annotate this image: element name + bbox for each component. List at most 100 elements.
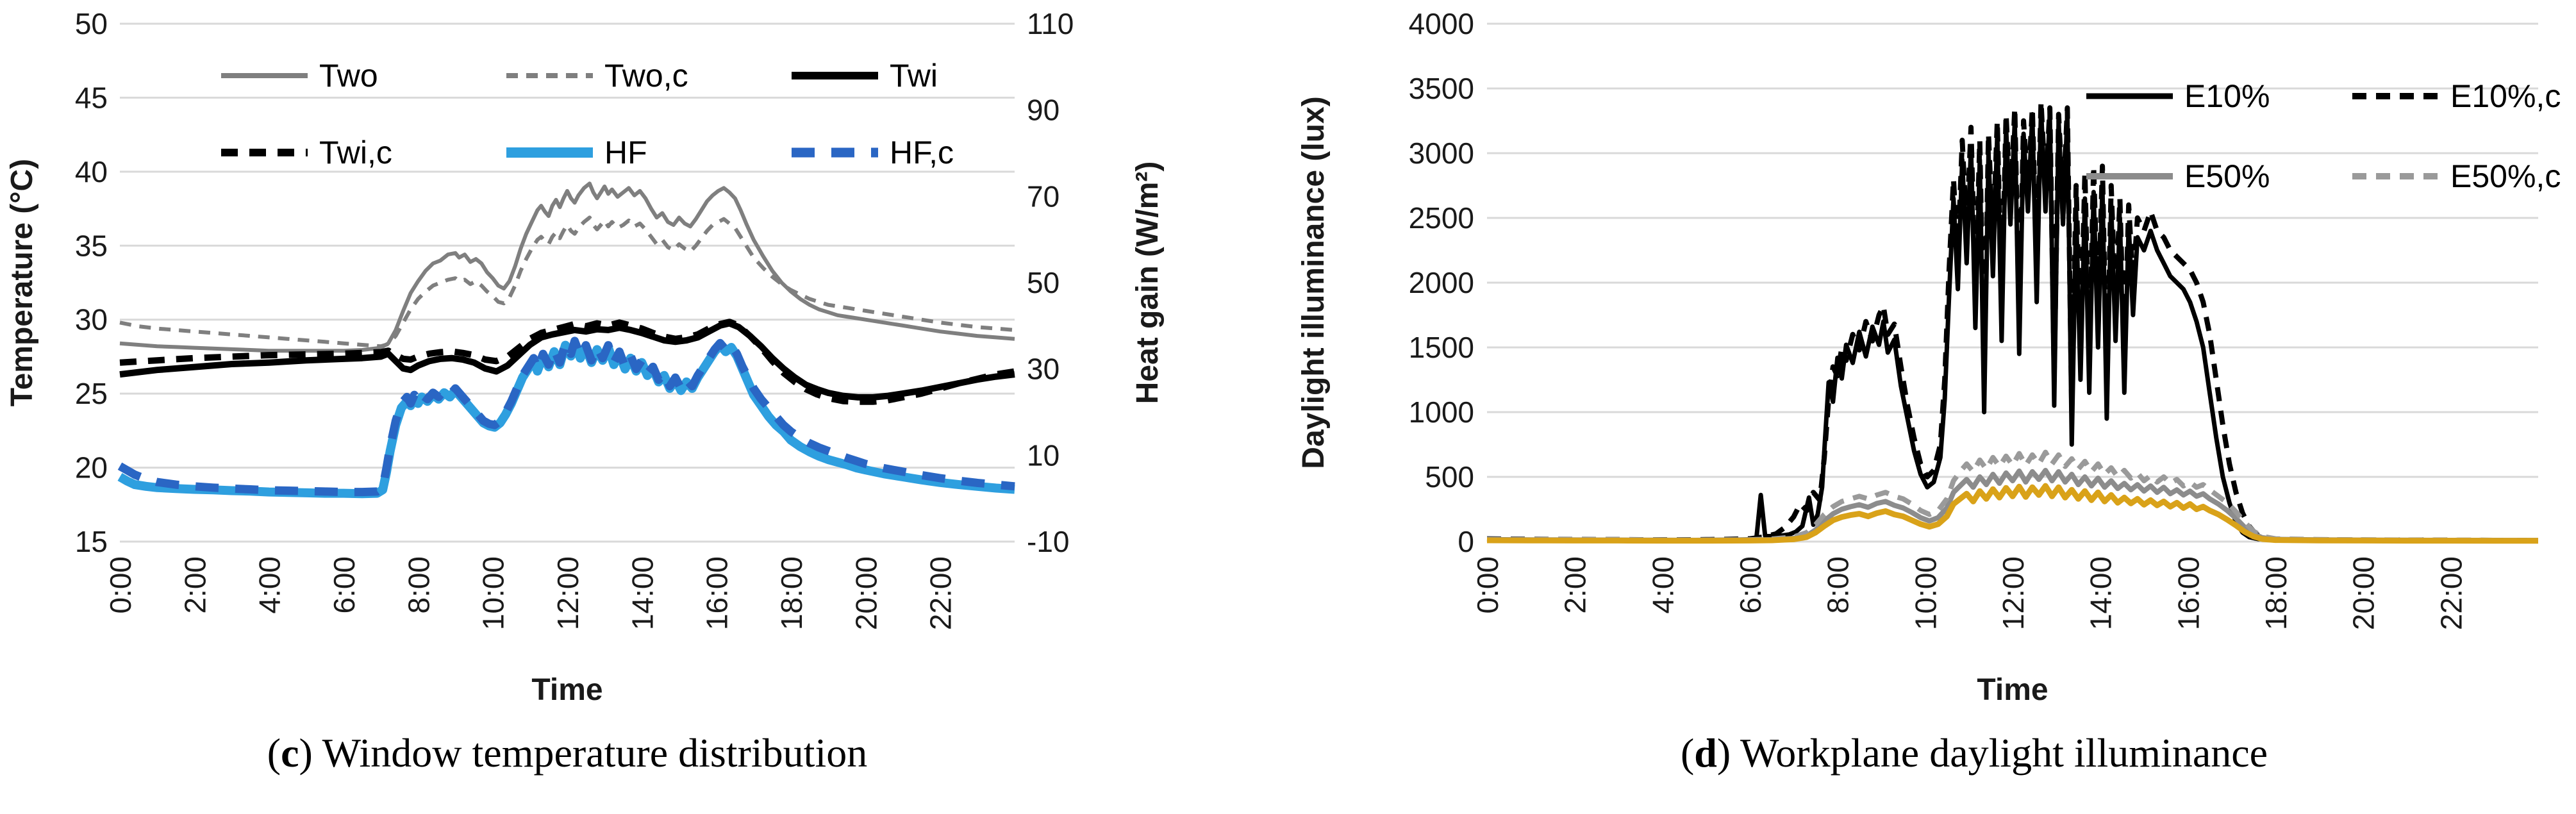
svg-text:-10: -10: [1027, 525, 1069, 558]
svg-text:45: 45: [75, 81, 108, 114]
legend-item-HF: HF: [506, 135, 647, 170]
caption-d: (d) Workplane daylight illuminance: [1449, 729, 2500, 777]
svg-text:30: 30: [1027, 353, 1059, 386]
svg-text:22:00: 22:00: [924, 556, 958, 630]
series-lines: [117, 181, 1015, 499]
caption-d-paren-close: ): [1716, 730, 1740, 776]
series-line-E50%: [1486, 467, 2538, 543]
series-lines: [1486, 99, 2538, 544]
svg-text:12:00: 12:00: [1997, 556, 2030, 630]
caption-c-paren-open: (: [267, 730, 281, 776]
y-axis-title-left: Temperature (°C): [5, 159, 39, 406]
series-line-Twi: [119, 320, 1015, 401]
right-axis-ticks: 110 90 70 50 30 10 -10: [1027, 7, 1074, 558]
svg-text:110: 110: [1027, 7, 1074, 40]
svg-text:3000: 3000: [1409, 137, 1474, 170]
svg-text:40: 40: [75, 155, 108, 188]
svg-text:500: 500: [1425, 460, 1474, 494]
svg-text:10:00: 10:00: [477, 556, 510, 630]
chart-d-canvas: 4000 3500 3000 2500 2000 1500 1000 500 00:00 2:00…: [1297, 7, 2561, 707]
svg-text:0:00: 0:00: [104, 556, 137, 614]
legend-item-Two: Two: [221, 58, 378, 94]
x-axis-ticks: 0:00 2:00 4:00 6:00 8:00 10:00 12:00 14:00 16:00…: [1471, 556, 2468, 630]
svg-text:35: 35: [75, 229, 108, 262]
svg-text:12:00: 12:00: [551, 556, 585, 630]
legend-item-E10%: E10%: [2086, 78, 2270, 114]
svg-text:70: 70: [1027, 179, 1059, 213]
caption-c: (c) Window temperature distribution: [120, 729, 1015, 777]
chart-c-canvas: 50 45 40 35 30 25 20 15 110 90 70 50 30 10 -10 0:00 2:00…: [5, 7, 1165, 707]
caption-d-label: d: [1694, 730, 1717, 776]
svg-text:1500: 1500: [1409, 331, 1474, 364]
series-line-E10%: [1486, 105, 2538, 543]
gridlines: [1487, 22, 2538, 543]
svg-text:18:00: 18:00: [775, 556, 808, 630]
legend-item-Twi: Twi: [792, 58, 938, 94]
x-axis-ticks: 0:00 2:00 4:00 6:00 8:00 10:00 12:00 14:00 16:00…: [104, 556, 958, 630]
legend-item-Two,c: Two,c: [506, 58, 688, 94]
svg-text:25: 25: [75, 377, 108, 410]
svg-text:15: 15: [75, 525, 108, 558]
svg-text:20:00: 20:00: [849, 556, 883, 630]
legend-item-E10%,c: E10%,c: [2352, 78, 2561, 114]
legend: Two Two,c Twi Twi,c HF HF,c: [221, 58, 954, 170]
legend-item-Twi,c: Twi,c: [221, 135, 392, 170]
svg-text:16:00: 16:00: [701, 556, 734, 630]
legend-item-E50%: E50%: [2086, 158, 2270, 194]
y-axis-title-left: Daylight illuminance (lux): [1297, 96, 1331, 469]
svg-text:3500: 3500: [1409, 72, 1474, 105]
svg-text:2000: 2000: [1409, 266, 1474, 299]
svg-text:2500: 2500: [1409, 201, 1474, 235]
x-axis-title: Time: [1977, 673, 2048, 707]
svg-text:8:00: 8:00: [402, 556, 435, 614]
svg-text:E50%,c: E50%,c: [2450, 158, 2561, 194]
legend-item-E50%,c: E50%,c: [2352, 158, 2561, 194]
svg-text:18:00: 18:00: [2259, 556, 2293, 630]
svg-text:20:00: 20:00: [2347, 556, 2381, 630]
gridlines: [120, 22, 1015, 543]
legend: E10% E10%,c E50% E50%,c: [2086, 78, 2561, 194]
svg-text:16:00: 16:00: [2172, 556, 2205, 630]
series-line-Twi,c: [119, 319, 1015, 405]
svg-text:4:00: 4:00: [253, 556, 287, 614]
svg-text:2:00: 2:00: [1559, 556, 1592, 614]
svg-text:Twi: Twi: [890, 58, 938, 94]
legend-item-HF,c: HF,c: [792, 135, 954, 170]
series-line-unlabeled-orange: [1486, 483, 2538, 544]
y-axis-title-right: Heat gain (W/m²): [1131, 162, 1165, 404]
figure-c: 50 45 40 35 30 25 20 15 110 90 70 50 30 10 -10 0:00 2:00…: [5, 7, 1165, 777]
svg-text:1000: 1000: [1409, 395, 1474, 429]
svg-text:E10%: E10%: [2184, 78, 2270, 114]
caption-d-text: Workplane daylight illuminance: [1740, 730, 2268, 776]
svg-text:E50%: E50%: [2184, 158, 2270, 194]
caption-c-paren-close: ): [299, 730, 322, 776]
x-axis-title: Time: [531, 673, 602, 707]
svg-text:10:00: 10:00: [1909, 556, 1942, 630]
svg-text:Twi,c: Twi,c: [319, 135, 392, 170]
svg-text:HF,c: HF,c: [890, 135, 954, 170]
svg-text:6:00: 6:00: [1734, 556, 1767, 614]
svg-text:22:00: 22:00: [2434, 556, 2468, 630]
caption-d-paren-open: (: [1680, 730, 1695, 776]
series-line-HF,c: [117, 336, 1015, 497]
svg-text:14:00: 14:00: [626, 556, 659, 630]
svg-text:10: 10: [1027, 438, 1059, 472]
left-axis-ticks: 50 45 40 35 30 25 20 15: [75, 7, 108, 558]
svg-text:4000: 4000: [1409, 7, 1474, 40]
svg-text:4:00: 4:00: [1646, 556, 1679, 614]
series-line-Two,c: [119, 215, 1015, 349]
caption-c-label: c: [281, 730, 299, 776]
caption-c-text: Window temperature distribution: [322, 730, 868, 776]
left-axis-ticks: 4000 3500 3000 2500 2000 1500 1000 500 0: [1409, 7, 1474, 558]
svg-text:2:00: 2:00: [178, 556, 212, 614]
svg-text:20: 20: [75, 451, 108, 485]
svg-text:0: 0: [1458, 525, 1474, 558]
svg-text:30: 30: [75, 303, 108, 336]
svg-text:14:00: 14:00: [2084, 556, 2118, 630]
svg-text:HF: HF: [604, 135, 647, 170]
svg-text:Two,c: Two,c: [604, 58, 688, 94]
svg-text:Two: Two: [319, 58, 378, 94]
svg-text:0:00: 0:00: [1471, 556, 1504, 614]
series-line-E50%,c: [1486, 449, 2538, 543]
